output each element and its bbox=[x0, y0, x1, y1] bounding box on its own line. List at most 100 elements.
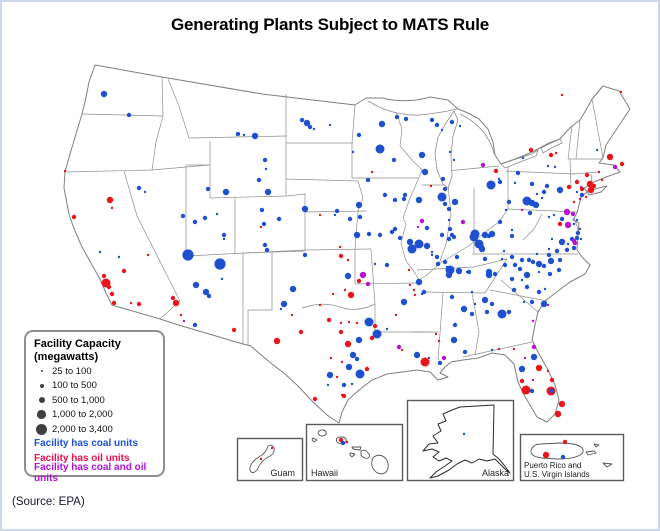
plant-dot bbox=[579, 237, 583, 241]
plant-dot bbox=[307, 124, 313, 130]
plant-dot bbox=[63, 169, 67, 173]
plant-dot bbox=[222, 237, 226, 241]
plant-dot bbox=[384, 262, 390, 268]
plant-dot bbox=[452, 322, 458, 328]
plant-dot bbox=[270, 446, 274, 450]
plant-dot bbox=[356, 278, 362, 284]
long-island-outline bbox=[586, 185, 608, 196]
plant-dot bbox=[413, 351, 421, 359]
plant-dot bbox=[442, 201, 448, 207]
plant-dot bbox=[445, 271, 453, 279]
plant-dot bbox=[536, 289, 542, 295]
plant-dot bbox=[377, 232, 383, 238]
plant-dot bbox=[535, 260, 543, 268]
legend-size-label: 2,000 to 3,400 bbox=[52, 423, 113, 435]
plant-dot bbox=[469, 232, 479, 242]
legend-size-row: 100 to 500 bbox=[34, 379, 155, 392]
plant-dot bbox=[394, 114, 400, 120]
plant-dot bbox=[215, 212, 219, 216]
plant-dot bbox=[264, 167, 268, 171]
plant-dot bbox=[345, 440, 349, 444]
legend-size-row: 25 to 100 bbox=[34, 365, 155, 378]
plant-dot bbox=[262, 242, 268, 248]
plant-dot bbox=[486, 233, 492, 239]
plant-dot bbox=[403, 116, 409, 122]
great-lakes bbox=[367, 100, 563, 189]
plant-dot bbox=[511, 287, 517, 293]
plant-dot bbox=[341, 393, 347, 399]
plant-dot bbox=[290, 313, 294, 317]
plant-dot bbox=[612, 164, 618, 170]
legend-coal-label: Facility has coal units bbox=[34, 437, 138, 449]
plant-dot bbox=[364, 366, 370, 372]
state-borders bbox=[63, 76, 604, 361]
plant-dot bbox=[522, 300, 526, 304]
plant-dot bbox=[497, 179, 503, 185]
plant-dot bbox=[558, 400, 566, 408]
plant-dot bbox=[355, 336, 363, 344]
inset-label-pr-line2: U.S. Virgin Islands bbox=[524, 470, 590, 479]
inset-label-pr-line1: Puerto Rico and bbox=[524, 461, 581, 470]
plant-dot bbox=[430, 250, 434, 254]
plant-dot bbox=[389, 229, 395, 235]
plant-dot bbox=[560, 93, 564, 97]
plant-dot bbox=[544, 183, 550, 189]
plant-dot bbox=[529, 299, 535, 305]
plant-dot bbox=[504, 208, 508, 212]
plant-dot bbox=[479, 244, 485, 250]
plant-dot bbox=[392, 226, 398, 232]
plant-dot bbox=[462, 432, 466, 436]
plant-dot bbox=[490, 348, 494, 352]
plant-dot bbox=[136, 301, 142, 307]
legend-title-line2: (megawatts) bbox=[34, 350, 99, 363]
plant-dot bbox=[331, 292, 335, 296]
plant-dot bbox=[449, 232, 455, 238]
plant-dot bbox=[326, 317, 332, 323]
plant-dot bbox=[449, 294, 455, 300]
plant-dot bbox=[221, 232, 227, 238]
plant-dot bbox=[547, 271, 553, 277]
plant-dot bbox=[429, 184, 433, 188]
plant-dot bbox=[192, 219, 198, 225]
plant-dot bbox=[535, 364, 543, 372]
plant-dot bbox=[517, 266, 523, 272]
plant-dot bbox=[299, 117, 305, 123]
plant-dot bbox=[397, 235, 403, 241]
plant-dot bbox=[231, 327, 237, 333]
plant-dot bbox=[502, 262, 508, 268]
plant-dot bbox=[509, 233, 515, 239]
plant-dot bbox=[351, 150, 355, 154]
plant-dot bbox=[552, 213, 556, 217]
plant-dot bbox=[571, 245, 577, 251]
plant-dot bbox=[429, 117, 435, 123]
plant-dot bbox=[182, 249, 194, 261]
plant-dot bbox=[531, 319, 535, 323]
legend-coal-oil-label: Facility has coal and oil units bbox=[34, 462, 147, 485]
plant-dots-layer bbox=[63, 90, 625, 461]
plant-dot bbox=[486, 180, 496, 190]
plant-dot bbox=[350, 382, 354, 386]
plant-dot bbox=[574, 179, 580, 185]
plant-dot bbox=[497, 177, 501, 181]
plant-dot bbox=[335, 375, 339, 379]
legend-size-label: 1,000 to 2,000 bbox=[52, 409, 113, 420]
plant-dot bbox=[447, 218, 451, 222]
plant-dot bbox=[521, 156, 525, 160]
plant-dot bbox=[220, 277, 224, 281]
plant-dot bbox=[414, 239, 424, 249]
plant-dot bbox=[446, 236, 452, 242]
plant-dot bbox=[312, 396, 318, 402]
plant-dot bbox=[558, 238, 566, 246]
legend-size-label: 25 to 100 bbox=[52, 365, 92, 377]
plant-dot bbox=[136, 185, 142, 191]
legend: Facility Capacity (megawatts) 25 to 100 … bbox=[24, 330, 165, 484]
plant-dot bbox=[442, 186, 448, 192]
plant-dot bbox=[372, 323, 378, 329]
plant-dot bbox=[460, 305, 468, 313]
size-dot-icon bbox=[39, 383, 44, 388]
legend-size-label: 100 to 500 bbox=[52, 380, 97, 391]
plant-dot bbox=[402, 192, 408, 198]
plant-dot bbox=[482, 256, 488, 262]
plant-dot bbox=[554, 151, 558, 155]
plant-dot bbox=[408, 283, 412, 287]
